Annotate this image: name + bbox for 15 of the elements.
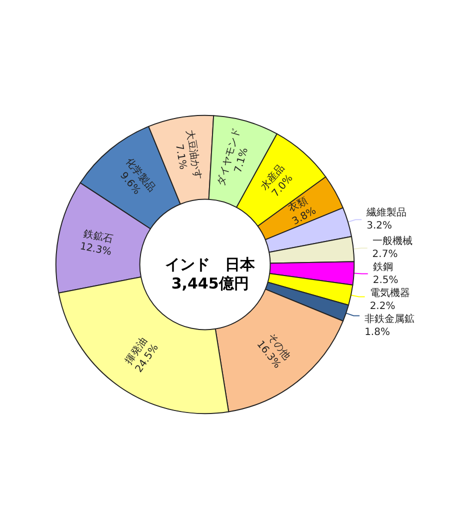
data-label: 2.7%: [372, 249, 398, 260]
slice-label: 電気機器: [370, 287, 410, 300]
data-label: 2.5%: [372, 275, 398, 286]
slice-label: 非鉄金属鉱: [364, 313, 415, 326]
data-label: 7.1%: [172, 143, 188, 170]
data-label: 1.8%: [364, 327, 390, 338]
slice-label: 繊維製品: [366, 206, 407, 219]
data-label: 2.2%: [370, 301, 396, 312]
data-label: 3.2%: [366, 220, 392, 232]
slice-label: 一般機械: [372, 235, 412, 248]
data-label: 12.3%: [79, 241, 112, 258]
data-label: 7.1%: [232, 146, 251, 174]
text: 3,445億円: [171, 274, 249, 292]
text: インド 日本: [165, 256, 256, 274]
slice-label: 鉄鋼: [372, 261, 393, 274]
